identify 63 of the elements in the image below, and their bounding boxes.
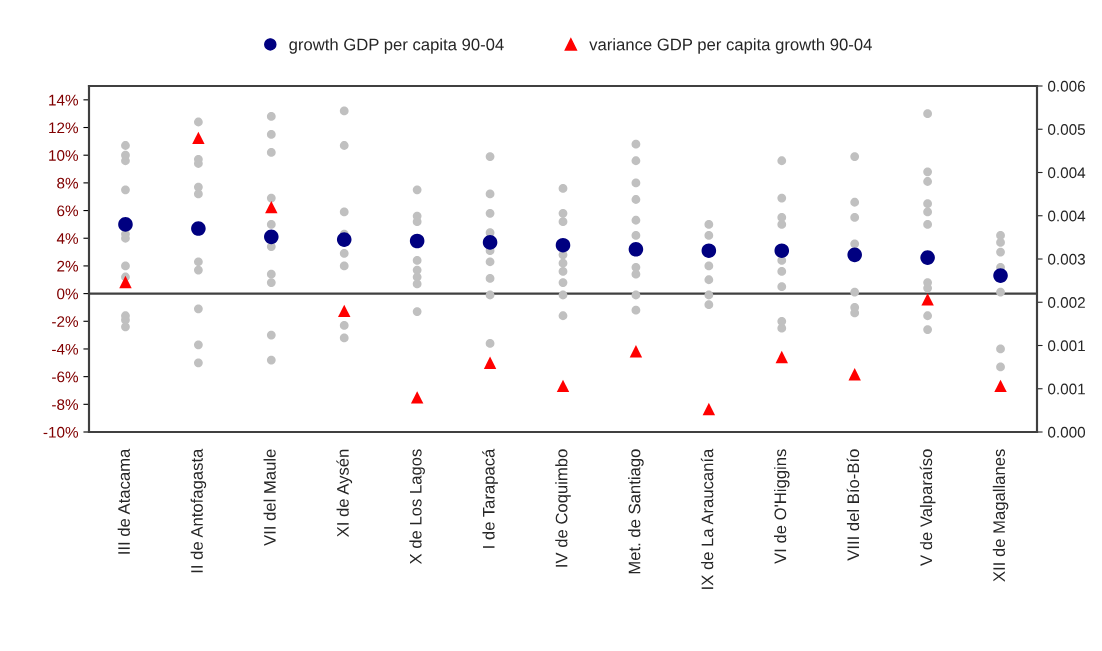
x-tick-label: VII del Maule — [263, 449, 276, 546]
y2-tick-label: 0.004 — [1048, 210, 1086, 222]
y-tick-label: -2% — [52, 316, 79, 327]
point — [847, 247, 862, 263]
y2-tick-label: 0.005 — [1048, 124, 1086, 135]
point — [629, 345, 643, 358]
point — [920, 250, 935, 265]
x-tick-label: XI de Aysén — [336, 449, 353, 537]
point — [336, 232, 352, 247]
y-tick-label: 10% — [49, 150, 79, 161]
point — [338, 304, 351, 318]
point — [628, 242, 644, 257]
x-tick-label: XII de Magallanes — [992, 449, 1009, 582]
point — [775, 350, 788, 364]
y-tick-label: -4% — [52, 343, 79, 355]
point — [848, 368, 861, 381]
point — [701, 243, 717, 258]
x-tick-label: I de Tarapacá — [482, 448, 498, 548]
point — [191, 221, 206, 236]
y2-tick-label: 0.004 — [1048, 167, 1086, 179]
point — [483, 356, 497, 370]
y-tick-label: 0% — [57, 288, 79, 300]
y-tick-label: -10% — [43, 426, 79, 438]
y-tick-label: 12% — [49, 122, 79, 134]
point — [702, 402, 716, 416]
y2-tick-label: 0.001 — [1048, 340, 1085, 352]
x-tick-label: II de Antofagasta — [190, 448, 207, 573]
point — [410, 391, 424, 404]
y2-tick-label: 0.002 — [1048, 297, 1085, 308]
point — [774, 243, 790, 258]
point — [921, 293, 934, 306]
y-tick-label: 2% — [57, 260, 79, 272]
y-tick-label: 14% — [49, 94, 79, 106]
x-tick-label: VIII del Bío-Bío — [846, 449, 860, 561]
y-tick-label: 6% — [57, 205, 79, 217]
x-tick-label: III de Atacama — [117, 448, 130, 554]
y-tick-label: 8% — [57, 177, 79, 189]
point — [192, 131, 205, 145]
y-tick-label: -6% — [52, 371, 79, 383]
legend-label: growth GDP per capita 90-04 — [289, 38, 504, 54]
point — [993, 268, 1008, 283]
y2-tick-label: 0.006 — [1048, 80, 1085, 92]
y2-tick-label: 0.001 — [1048, 383, 1085, 395]
point — [556, 379, 570, 393]
y-tick-label: 4% — [56, 233, 79, 244]
point — [265, 200, 278, 214]
x-tick-label: VI de O'Higgins — [774, 449, 790, 564]
y-tick-label: -8% — [52, 399, 79, 411]
y2-tick-label: 0.000 — [1048, 426, 1086, 438]
y2-tick-label: 0.003 — [1048, 253, 1085, 265]
x-tick-label: X de Los Lagos — [409, 449, 425, 565]
point — [409, 233, 425, 249]
point — [264, 229, 279, 245]
point — [482, 235, 498, 250]
point — [119, 275, 132, 289]
point — [994, 379, 1007, 393]
x-tick-label: Met. de Santiago — [628, 449, 644, 574]
point — [555, 237, 571, 253]
x-tick-label: IV de Coquimbo — [555, 449, 571, 567]
x-tick-label: V de Valparaíso — [919, 449, 936, 566]
x-tick-label: IX de La Araucanía — [700, 448, 714, 589]
point — [118, 217, 133, 232]
legend-label: variance GDP per capita growth 90-04 — [589, 38, 872, 54]
